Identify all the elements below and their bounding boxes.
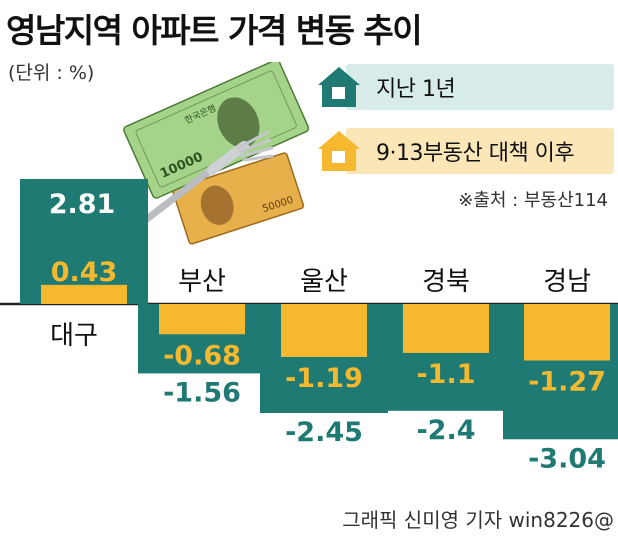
- category-label: 경남: [543, 267, 591, 297]
- bar-after-policy: [159, 304, 245, 335]
- data-label-after-policy: -1.1: [416, 359, 475, 390]
- data-label-past-year: -1.56: [163, 377, 241, 408]
- bar-after-policy: [41, 284, 127, 304]
- data-label-past-year: 2.81: [49, 189, 116, 220]
- legend-label-after-policy: 9·13부동산 대책 이후: [376, 141, 575, 166]
- category-label: 부산: [178, 267, 226, 297]
- legend-label-past-year: 지난 1년: [376, 77, 456, 102]
- chart-title: 영남지역 아파트 가격 변동 추이: [6, 11, 423, 50]
- category-label: 경북: [422, 267, 470, 297]
- data-label-past-year: -3.04: [528, 443, 606, 474]
- unit-label: (단위 : %): [8, 62, 95, 84]
- legend-item-past-year: 지난 1년: [316, 64, 614, 110]
- money-fork-illustration: 50000 10000 한국은행: [118, 62, 310, 245]
- data-label-past-year: -2.4: [416, 415, 475, 446]
- category-label: 대구: [50, 321, 98, 351]
- bar-after-policy: [281, 304, 367, 357]
- data-label-after-policy: 0.43: [51, 257, 118, 288]
- graphic-credit: 그래픽 신미영 기자 win8226@: [342, 508, 614, 532]
- house-icon: [318, 131, 360, 171]
- source-note: ※출처 : 부동산114: [458, 190, 608, 211]
- house-icon: [318, 67, 360, 107]
- bar-after-policy: [524, 304, 610, 361]
- data-label-after-policy: -1.27: [528, 367, 606, 398]
- data-label-after-policy: -1.19: [285, 363, 363, 394]
- data-label-after-policy: -0.68: [163, 340, 241, 371]
- legend-item-after-policy: 9·13부동산 대책 이후: [316, 128, 614, 174]
- legend-pill-teal: [346, 64, 614, 110]
- category-label: 울산: [300, 267, 348, 297]
- legend-pill-orange: [346, 128, 614, 174]
- data-label-past-year: -2.45: [285, 417, 363, 448]
- bar-past-year: [20, 178, 148, 304]
- bar-after-policy: [403, 304, 489, 353]
